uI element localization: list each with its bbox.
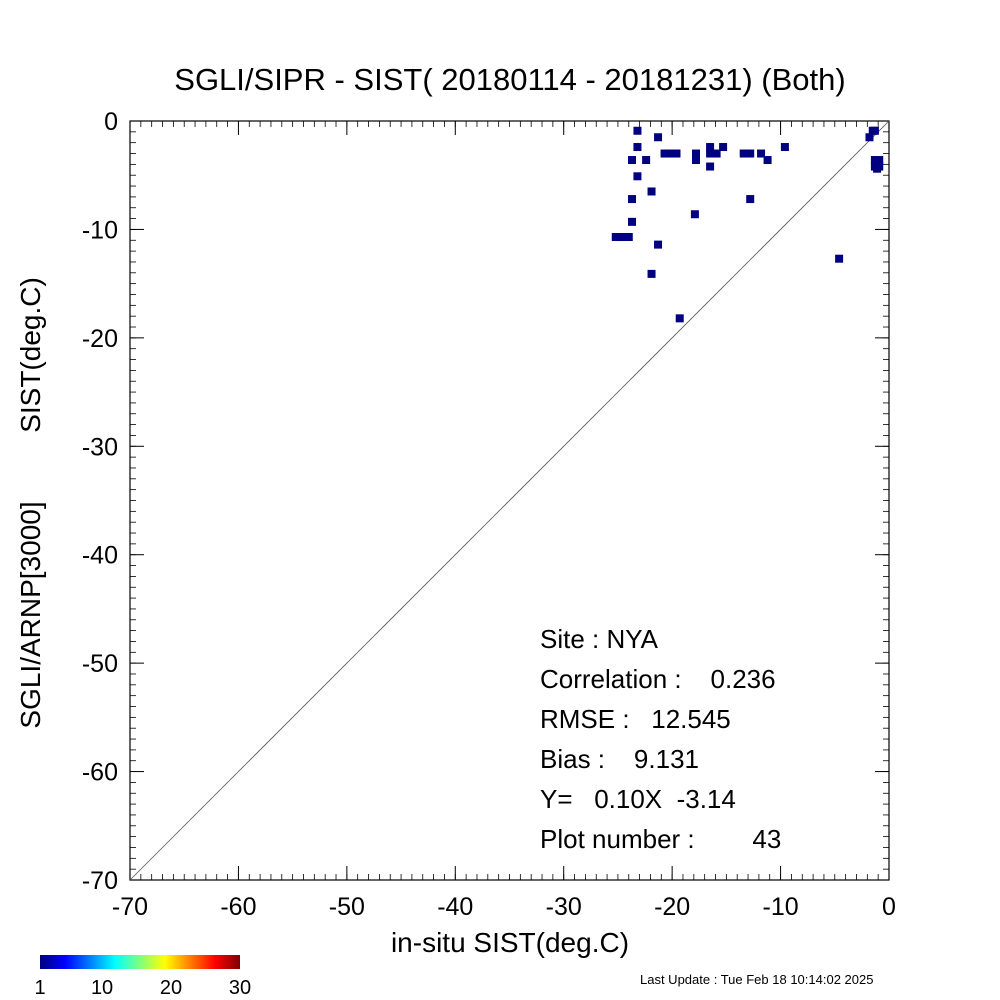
data-point [675,314,684,323]
data-point [633,126,642,135]
data-point [706,149,715,158]
y-tick-labels: 0 -10 -20 -30 -40 -50 -60 -70 [82,108,118,895]
data-point [624,233,633,242]
data-point [691,156,700,165]
x-tick-label: -50 [329,893,365,921]
last-update: Last Update : Tue Feb 18 10:14:02 2025 [640,972,873,987]
data-point [665,149,674,158]
data-point [875,162,884,171]
stat-bias: Bias : 9.131 [540,744,699,774]
y-tick-label: -70 [82,867,118,895]
data-point [706,143,715,152]
colorbar [40,955,240,969]
one-to-one-line [129,120,890,881]
data-point [746,195,755,204]
data-point [868,126,877,135]
x-tick-label: -20 [654,893,690,921]
y-axis-label-primary: SGLI/ARNP[3000] [15,501,46,728]
data-point [654,133,663,142]
data-point [647,187,656,196]
y-tick-label: 0 [104,108,118,136]
data-point [654,240,663,249]
y-tick-label: -10 [82,216,118,244]
x-tick-label: 0 [882,893,896,921]
stat-site: Site : NYA [540,624,659,654]
y-tick-label: -40 [82,542,118,570]
y-tick-label: -50 [82,650,118,678]
data-point [633,143,642,152]
chart-title: SGLI/SIPR - SIST( 20180114 - 20181231) (… [174,62,845,97]
colorbar-label: 10 [91,977,113,999]
data-points [611,126,884,323]
x-tick-label: -70 [112,893,148,921]
data-point [706,162,715,171]
data-point [780,143,789,152]
data-point [719,143,728,152]
x-tick-label: -10 [763,893,799,921]
data-point [620,233,629,242]
data-point [616,233,625,242]
data-point [691,149,700,158]
y-tick-label: -30 [82,433,118,461]
data-point [660,149,669,158]
colorbar-label: 20 [160,977,182,999]
colorbar-label: 1 [34,977,45,999]
data-point [642,156,651,165]
x-tick-labels: -70 -60 -50 -40 -30 -20 -10 0 [112,893,896,921]
colorbar-labels: 1 10 20 30 [34,977,251,999]
data-point [672,149,681,158]
stat-regression: Y= 0.10X -3.14 [540,784,736,814]
data-point [712,149,721,158]
major-ticks [129,120,890,881]
data-point [763,156,772,165]
data-point [628,195,637,204]
y-axis-label-unit: SIST(deg.C) [15,277,46,433]
stat-rmse: RMSE : 12.545 [540,704,731,734]
data-point [739,149,748,158]
data-point [690,210,699,219]
x-tick-label: -60 [220,893,256,921]
stat-plot-number: Plot number : 43 [540,824,781,854]
data-point [835,254,844,263]
data-point [875,156,884,165]
data-point [628,156,637,165]
x-axis-label: in-situ SIST(deg.C) [391,927,629,958]
data-point [865,133,874,142]
data-point [757,149,766,158]
y-tick-label: -20 [82,325,118,353]
colorbar-label: 30 [229,977,251,999]
data-point [633,172,642,181]
data-point [611,233,620,242]
y-tick-label: -60 [82,759,118,787]
x-tick-label: -30 [546,893,582,921]
stat-correlation: Correlation : 0.236 [540,664,776,694]
data-point [628,217,637,226]
data-point [647,269,656,278]
x-tick-label: -40 [437,893,473,921]
data-point [746,149,755,158]
